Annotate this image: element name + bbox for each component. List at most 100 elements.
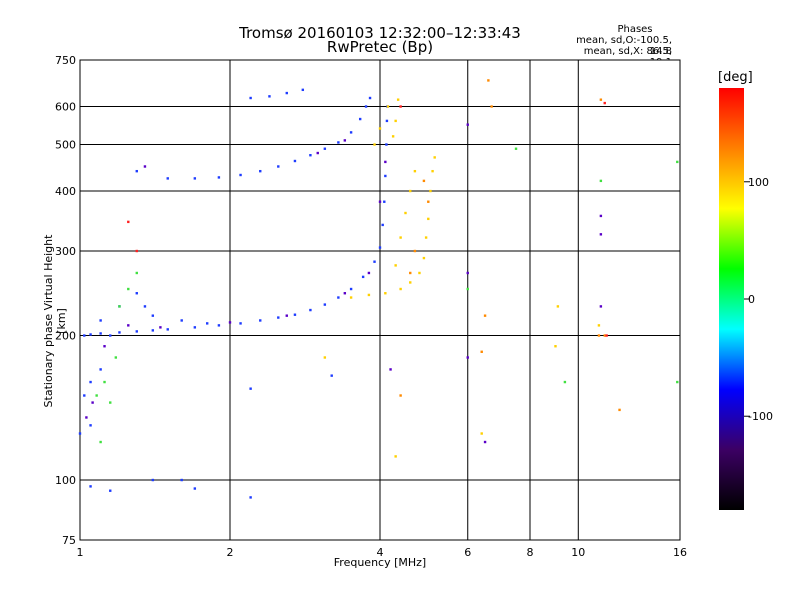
data-point [127,220,130,224]
data-points [78,79,679,499]
data-point [193,487,197,490]
data-point [99,332,102,335]
data-point [159,326,162,329]
data-point [309,308,312,312]
data-point [205,322,209,325]
data-point [249,387,252,390]
colorbar-tick-label: -100 [748,410,773,423]
data-point [599,305,603,308]
data-point [193,177,197,180]
data-point [323,303,327,306]
data-point [316,151,319,155]
data-point [135,249,138,253]
data-point [389,368,392,371]
data-point [480,350,483,353]
data-point [409,189,412,193]
data-point [109,401,112,404]
colorbar-tick-label: 100 [748,176,769,189]
data-point [431,169,434,173]
data-point [597,324,601,327]
data-point [466,123,469,126]
data-point [109,489,112,492]
data-point [603,334,606,337]
data-point [268,95,271,98]
colorbar-unit-label: [deg] [718,70,753,85]
data-point [285,91,288,95]
data-point [556,305,560,308]
data-point [490,105,493,108]
x-tick-label: 16 [673,546,687,559]
data-point [427,217,430,221]
data-point [396,98,400,101]
data-point [409,281,412,284]
data-point [383,200,386,203]
stats-o-mode: mean, sd,O:-100.5, 14.8 [576,35,672,57]
x-tick-label: 4 [377,546,384,559]
data-point [151,329,155,332]
data-point [249,496,252,499]
data-point [466,287,469,291]
data-point [135,330,138,333]
data-point [618,408,621,412]
x-axis-label: Frequency [MHz] [333,556,427,569]
colorbar-tick-label: 0 [748,293,755,306]
data-point [103,345,106,348]
data-point [337,141,340,144]
data-point [373,143,376,146]
data-point [378,127,382,130]
data-point [301,88,305,92]
data-point [394,455,397,458]
data-point [487,79,490,82]
data-point [358,117,362,121]
data-point [166,177,169,180]
colorbar-ticks: 100 0 -100 [744,176,773,423]
chart-subtitle: RwPretec (Bp) [326,38,434,56]
data-point [599,179,603,183]
data-point [384,160,387,164]
data-point [228,321,232,324]
data-point [180,319,183,322]
data-point [135,169,138,173]
y-tick-label: 200 [55,330,76,343]
data-point [597,334,601,337]
data-point [85,416,88,419]
y-tick-label: 600 [55,101,76,114]
data-point [599,214,603,218]
data-point [217,176,221,179]
chart-title: Tromsø 20160103 12:32:00–12:33:43 [239,24,521,42]
data-point [166,328,169,331]
data-point [277,165,280,168]
data-point [603,101,606,105]
data-point [103,380,106,384]
data-point [89,485,92,488]
data-point [135,292,138,295]
data-point [337,296,340,299]
data-point [404,211,407,215]
data-point [605,334,608,337]
data-point [433,156,436,159]
data-point [385,119,389,123]
data-point [323,356,327,359]
data-point [95,394,98,397]
data-point [361,275,365,279]
y-tick-label: 500 [55,139,76,152]
data-point [109,334,112,337]
data-point [249,96,252,100]
data-point [483,440,487,444]
data-point [293,159,297,163]
data-point [384,174,387,178]
x-tick-label: 8 [527,546,534,559]
data-point [118,331,121,334]
y-tick-label: 750 [55,54,76,67]
data-point [259,169,262,173]
data-point [399,105,402,108]
data-point [480,432,483,435]
data-point [373,260,376,263]
data-point [381,223,384,227]
data-point [180,478,183,482]
data-point [239,322,242,325]
data-point [78,432,82,435]
data-point [413,169,417,173]
y-tick-label: 300 [55,245,76,258]
